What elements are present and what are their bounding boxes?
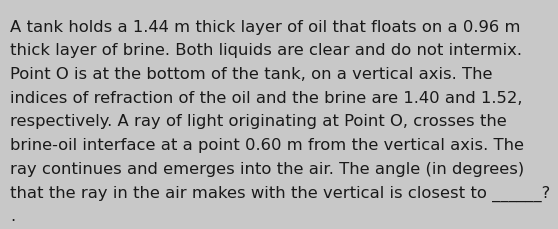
Text: A tank holds a 1.44 m thick layer of oil that floats on a 0.96 m: A tank holds a 1.44 m thick layer of oil…	[10, 19, 521, 34]
Text: .: .	[10, 208, 15, 223]
Text: indices of refraction of the oil and the brine are 1.40 and 1.52,: indices of refraction of the oil and the…	[10, 90, 522, 105]
Text: respectively. A ray of light originating at Point O, crosses the: respectively. A ray of light originating…	[10, 114, 507, 129]
Text: brine-oil interface at a point 0.60 m from the vertical axis. The: brine-oil interface at a point 0.60 m fr…	[10, 137, 524, 152]
Text: thick layer of brine. Both liquids are clear and do not intermix.: thick layer of brine. Both liquids are c…	[10, 43, 522, 58]
Text: Point O is at the bottom of the tank, on a vertical axis. The: Point O is at the bottom of the tank, on…	[10, 67, 493, 82]
Text: that the ray in the air makes with the vertical is closest to ______?: that the ray in the air makes with the v…	[10, 185, 550, 201]
Text: ray continues and emerges into the air. The angle (in degrees): ray continues and emerges into the air. …	[10, 161, 525, 176]
